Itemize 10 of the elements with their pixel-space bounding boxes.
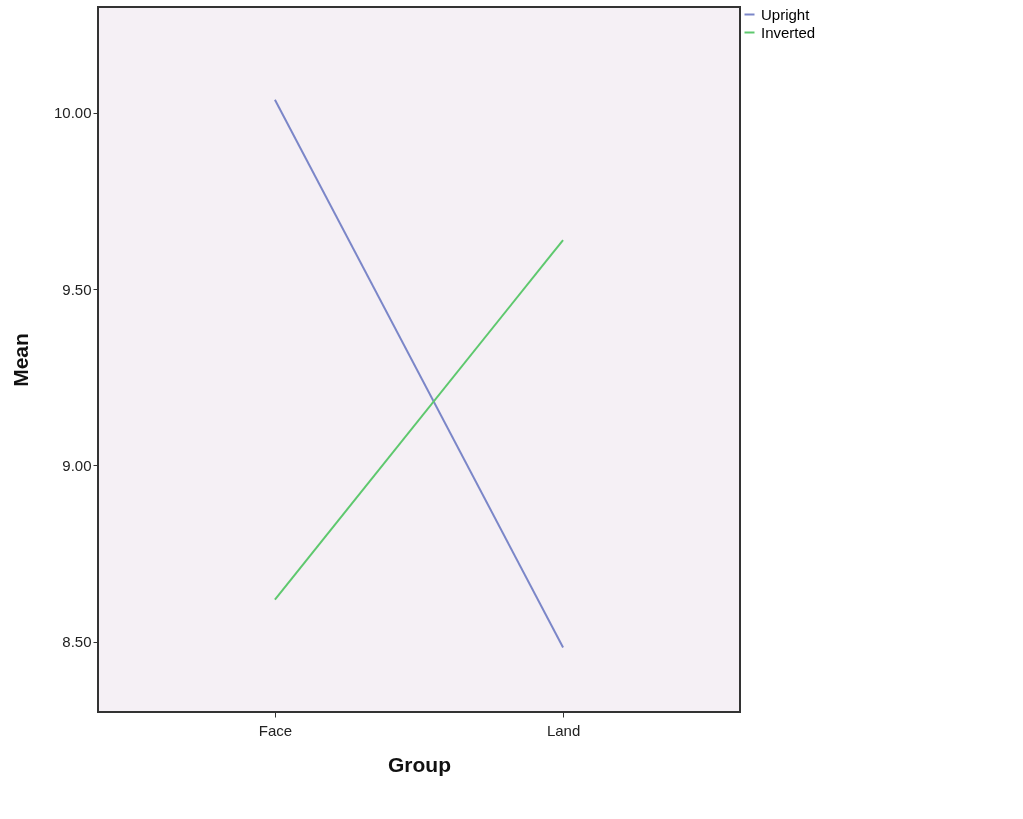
x-tick-label: Face (258, 721, 293, 739)
y-axis-title: Mean (8, 333, 32, 387)
x-tick-label: Land (546, 721, 581, 739)
y-tick-label: 8.50 (62, 633, 92, 650)
y-tick-label: 9.50 (62, 280, 92, 298)
legend-label: Upright (761, 5, 811, 23)
y-tick-label: 10.00 (53, 104, 92, 122)
y-tick-label: 9.00 (62, 456, 92, 474)
x-axis-title: Group (388, 752, 451, 776)
legend-label: Inverted (761, 23, 816, 41)
